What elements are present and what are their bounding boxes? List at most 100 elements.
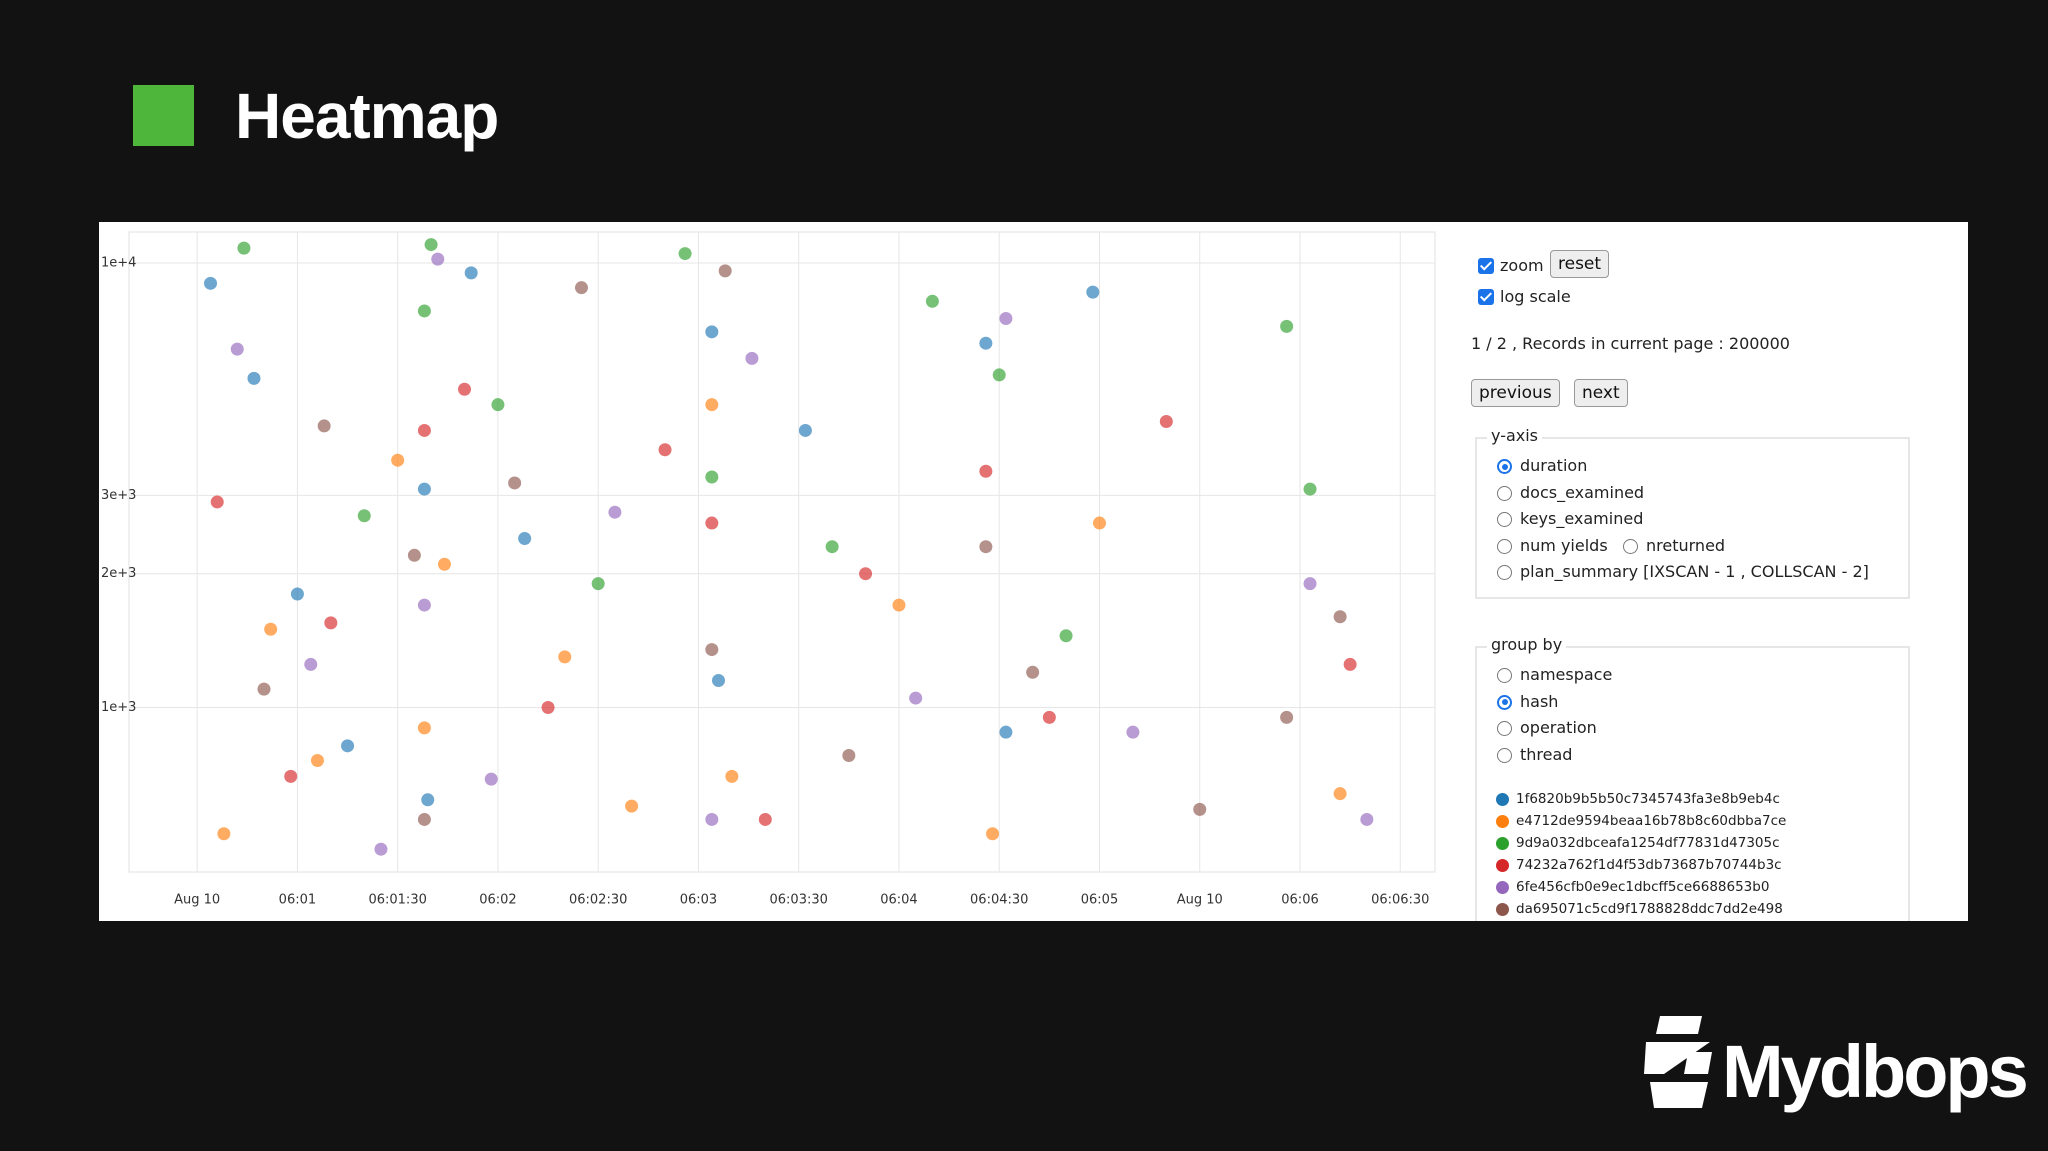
chart: 1e+4 3e+3 2e+3 1e+3 Aug 10 06:01 06:01:30 06:02… (101, 231, 1436, 908)
point (625, 799, 639, 813)
y-tick-label: 1e+3 (101, 700, 136, 715)
point (758, 812, 772, 826)
point (1333, 787, 1347, 801)
x-tick-label: Aug 10 (1177, 893, 1223, 908)
pagination-info: 1 / 2 , Records in current page : 200000 (1471, 334, 1790, 353)
point (712, 674, 726, 688)
zoom-checkbox[interactable] (1478, 258, 1494, 274)
radio-label: hash (1520, 691, 1559, 711)
legend-label: 1f6820b9b5b50c7345743fa3e8b9eb4c (1516, 791, 1780, 807)
point (1126, 725, 1140, 739)
radio-button[interactable] (1497, 694, 1512, 710)
app-panel: 1e+4 3e+3 2e+3 1e+3 Aug 10 06:01 06:01:30 06:02… (99, 222, 1968, 921)
radio-button[interactable] (1497, 512, 1512, 527)
radio-button[interactable] (1497, 459, 1512, 474)
point (658, 443, 672, 457)
point (264, 622, 278, 636)
log-scale-label: log scale (1500, 287, 1571, 306)
point (859, 567, 873, 581)
x-tick-label: 06:01 (279, 893, 316, 908)
radio-label: plan_summary [IXSCAN - 1 , COLLSCAN - 2] (1520, 562, 1869, 581)
point (341, 739, 355, 753)
y-tick-label: 3e+3 (101, 488, 136, 503)
brand-name: Mydbops (1722, 1030, 2029, 1113)
radio-button[interactable] (1497, 668, 1512, 683)
radio-label: nreturned (1646, 535, 1726, 555)
point (541, 701, 555, 715)
point (608, 505, 622, 519)
y_axis-title: y-axis (1487, 426, 1543, 446)
title-icon (133, 85, 194, 146)
point (825, 540, 839, 554)
brand-logo-icon (1644, 1016, 1712, 1108)
legend-swatch (1496, 859, 1509, 872)
x-tick-label: 06:03:30 (770, 893, 828, 908)
point (979, 540, 993, 554)
x-tick-label: 06:04:30 (970, 893, 1028, 908)
radio-button[interactable] (1497, 747, 1512, 763)
radio-button[interactable] (1497, 485, 1512, 501)
point (464, 266, 478, 280)
x-tick-label: 06:04 (880, 893, 917, 908)
radio-button[interactable] (1497, 565, 1512, 580)
point (417, 482, 431, 496)
point (437, 557, 451, 571)
x-tick-label: 06:06:30 (1371, 893, 1429, 908)
radio-button[interactable] (1497, 721, 1512, 736)
legend-label: 9d9a032dbceafa1254df77831d47305c (1516, 835, 1780, 851)
point (574, 281, 588, 295)
point (391, 453, 405, 467)
point (892, 598, 906, 612)
point (725, 769, 739, 783)
reset-button[interactable]: reset (1550, 250, 1610, 278)
point (1092, 516, 1106, 530)
point (925, 294, 939, 308)
point (1333, 610, 1347, 624)
point (374, 842, 388, 856)
legend-swatch (1496, 815, 1509, 828)
log-scale-checkbox[interactable] (1478, 289, 1494, 305)
radio-label: thread (1520, 744, 1573, 764)
point (1303, 577, 1317, 591)
point (705, 516, 719, 530)
radio-button[interactable] (1497, 538, 1512, 554)
plot-frame (128, 231, 1436, 873)
point (1360, 812, 1374, 826)
point (484, 772, 498, 786)
previous-button[interactable]: previous (1471, 379, 1560, 407)
x-tick-label: 06:05 (1081, 893, 1118, 908)
point (204, 276, 218, 290)
radio-label: operation (1520, 718, 1597, 737)
point (508, 476, 522, 490)
point (1042, 710, 1056, 724)
point (678, 247, 692, 261)
point (518, 531, 532, 545)
radio-label: docs_examined (1520, 482, 1645, 502)
y-tick-label: 1e+4 (101, 255, 136, 270)
group_by-title: group by (1487, 635, 1567, 655)
point (304, 657, 318, 671)
next-button[interactable]: next (1574, 379, 1628, 407)
point (431, 252, 445, 266)
point (745, 351, 759, 365)
point (798, 423, 812, 437)
point (705, 470, 719, 484)
x-tick-label: 06:03 (680, 893, 717, 908)
point (979, 464, 993, 478)
point (217, 827, 231, 841)
radio-label: keys_examined (1520, 509, 1644, 528)
x-tick-label: 06:02:30 (569, 893, 627, 908)
point (417, 598, 431, 612)
point (1159, 414, 1173, 428)
legend-label: 6fe456cfb0e9ec1dbcff5ce6688653b0 (1516, 879, 1770, 895)
legend-swatch (1496, 793, 1509, 806)
point (999, 725, 1013, 739)
radio-label: num yields (1520, 535, 1608, 555)
radio-button[interactable] (1623, 538, 1638, 554)
point (705, 398, 719, 412)
point (842, 748, 856, 762)
legend-swatch (1496, 881, 1509, 894)
point (407, 548, 421, 562)
